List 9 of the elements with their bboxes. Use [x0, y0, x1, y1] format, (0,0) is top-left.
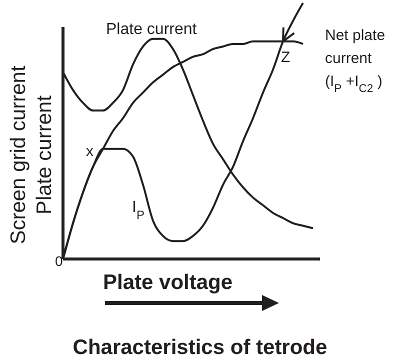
- x-axis-title: Plate voltage: [103, 271, 233, 294]
- legend-label: Net plate current (I$_{P}$ +I$_{C2}$ ): [325, 27, 386, 95]
- text: Characteristics of tetrode: [72, 336, 328, 359]
- y-axis-title: Screen grid current Plate current: [7, 66, 56, 244]
- series-label: Plate current: [106, 21, 198, 38]
- annotation: Z: [281, 49, 290, 66]
- text: 0: [55, 253, 63, 269]
- series-label: I$_{P}$: [132, 199, 144, 222]
- annotation: x: [86, 143, 94, 160]
